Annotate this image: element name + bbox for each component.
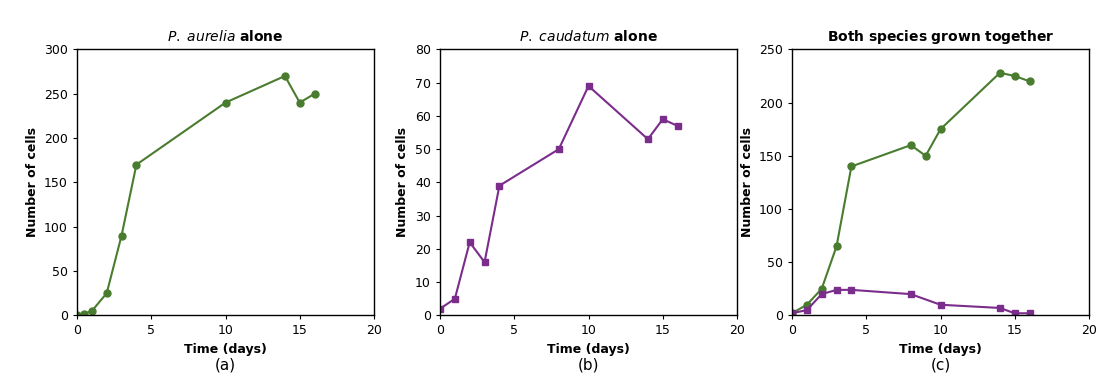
Title: $\mathbf{Both\ species\ grown\ together}$: $\mathbf{Both\ species\ grown\ together}…	[827, 28, 1054, 46]
Title: $\it{P.\ caudatum}$$\mathbf{\ alone}$: $\it{P.\ caudatum}$$\mathbf{\ alone}$	[519, 29, 658, 44]
Text: (b): (b)	[578, 357, 600, 372]
Y-axis label: Number of cells: Number of cells	[25, 127, 39, 238]
Text: (a): (a)	[214, 357, 236, 372]
X-axis label: Time (days): Time (days)	[547, 343, 630, 356]
Text: (c): (c)	[931, 357, 950, 372]
Y-axis label: Number of cells: Number of cells	[396, 127, 409, 238]
Title: $\it{P.\ aurelia}$$\mathbf{\ alone}$: $\it{P.\ aurelia}$$\mathbf{\ alone}$	[167, 29, 284, 44]
X-axis label: Time (days): Time (days)	[899, 343, 982, 356]
X-axis label: Time (days): Time (days)	[184, 343, 267, 356]
Y-axis label: Number of cells: Number of cells	[740, 127, 754, 238]
